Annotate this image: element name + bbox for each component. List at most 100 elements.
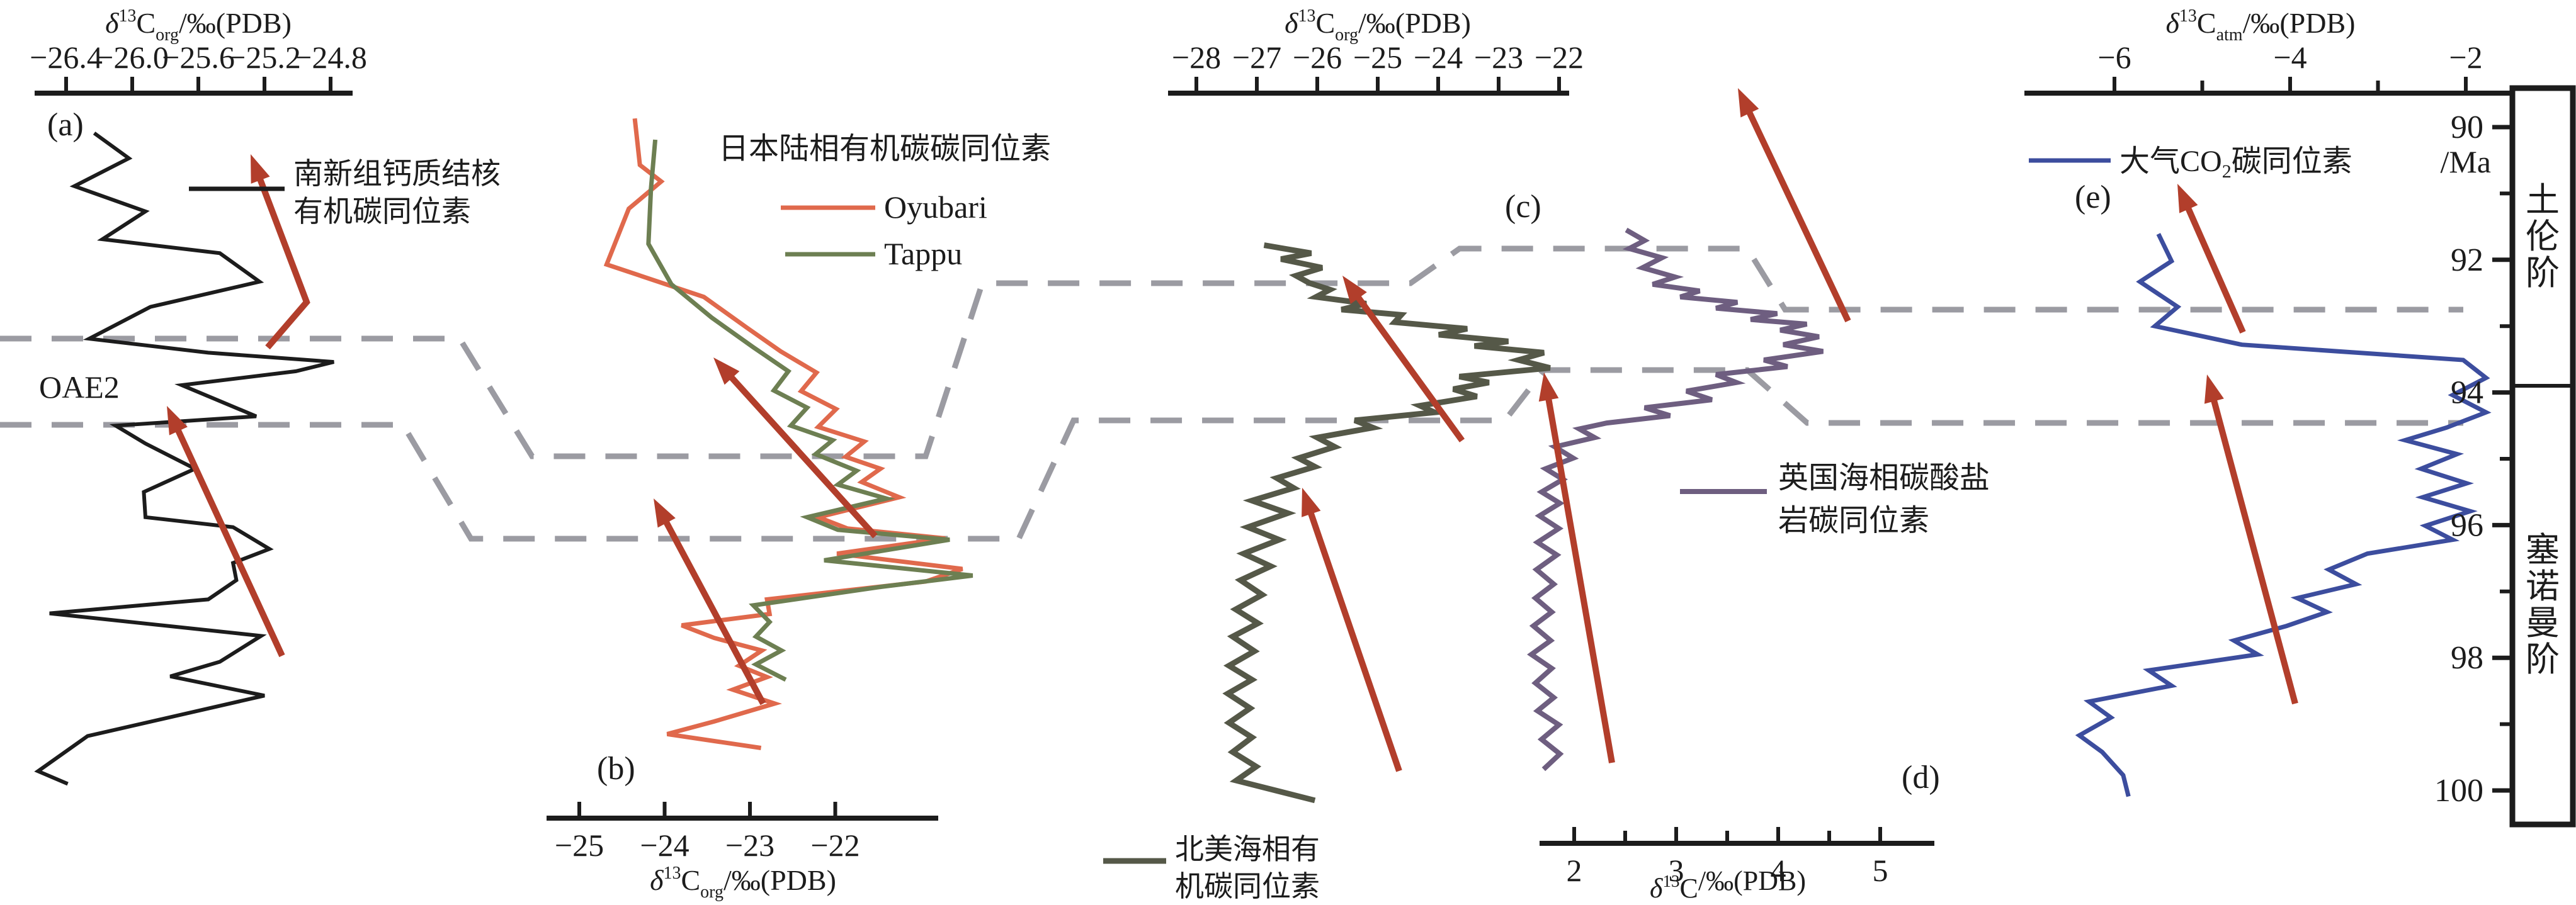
stage-label-0-char: 土 — [2526, 181, 2560, 219]
axis-title-d: δ13C/‰(PDB) — [1650, 865, 1806, 902]
element-sub: org — [700, 882, 723, 902]
trend-arrow-b-lower — [661, 517, 766, 705]
tick-label-b: −23 — [725, 828, 775, 863]
stage-label-0-char: 伦 — [2526, 218, 2560, 256]
trend-arrow-b-upper — [726, 372, 878, 539]
legend-d-line2: 岩碳同位素 — [1778, 504, 1929, 537]
element: C — [1679, 873, 1698, 902]
trend-arrow-head-a-lower — [167, 406, 188, 436]
legend-a-line1: 南新组钙质结核 — [293, 158, 501, 191]
timescale-unit-label: /Ma — [2440, 144, 2491, 179]
tick-label-b: −25 — [555, 828, 604, 863]
stage-label-1-char: 阶 — [2526, 641, 2560, 678]
trend-arrow-e-lower — [2210, 395, 2298, 705]
panel-letter-c: (c) — [1505, 189, 1541, 225]
tick-label-a: −26.0 — [96, 40, 169, 75]
series-atm — [2075, 233, 2492, 797]
tick-label-d: 4 — [1771, 853, 1786, 888]
tick-label-c: −26 — [1293, 40, 1342, 75]
axis-unit: /‰(PDB) — [1358, 7, 1471, 39]
element: C — [136, 7, 156, 39]
trend-arrow-head-b-lower — [654, 498, 676, 528]
axis-title-b: δ13Corg/‰(PDB) — [650, 863, 836, 902]
element-sub: org — [156, 25, 179, 45]
delta-glyph: δ — [1650, 873, 1664, 902]
axis-title-a: δ13Corg/‰(PDB) — [105, 6, 292, 45]
delta-glyph: δ — [105, 7, 119, 39]
trend-arrow-a-upper — [256, 174, 310, 350]
panel-letter-a: (a) — [47, 107, 84, 143]
isotope-sup: 13 — [1662, 872, 1679, 891]
tick-label-a: −25.2 — [228, 40, 301, 75]
trend-arrow-head-e-lower — [2204, 374, 2224, 404]
isotope-sup: 13 — [2179, 6, 2197, 26]
trend-arrow-head-b-upper — [713, 357, 740, 385]
trend-arrow-head-a-upper — [251, 154, 270, 184]
tick-label-c: −23 — [1474, 40, 1523, 75]
isotope-sup: 13 — [663, 863, 681, 883]
tick-label-a: −25.6 — [162, 40, 235, 75]
series-tappu — [646, 139, 973, 682]
trend-arrow-e-upper — [2183, 203, 2246, 334]
generated-layer: −26.4−26.0−25.6−25.2−24.8−25 −24 −23 −22−28… — [0, 40, 2576, 888]
tick-label-c: −24 — [1414, 40, 1463, 75]
axis-unit: /‰(PDB) — [2243, 7, 2356, 39]
axis-unit: /‰(PDB) — [723, 864, 836, 896]
tick-label-c: −25 — [1353, 40, 1402, 75]
legend-b-tappu: Tappu — [884, 236, 962, 271]
panel-letter-e: (e) — [2075, 179, 2111, 215]
tick-label-a: −26.4 — [30, 40, 103, 75]
tick-label-b: −24 — [640, 828, 689, 863]
element-sub: atm — [2216, 25, 2243, 45]
delta-glyph: δ — [1285, 7, 1298, 39]
trend-arrow-d-top — [1744, 107, 1851, 323]
trend-arrow-head-d-main — [1538, 373, 1559, 402]
trend-arrow-head-e-upper — [2177, 184, 2198, 213]
trend-arrow-c-lower — [1306, 508, 1402, 772]
tick-label-a: −24.8 — [294, 40, 367, 75]
tick-label-c: −22 — [1535, 40, 1584, 75]
stage-label-1-char: 曼 — [2526, 604, 2560, 642]
tick-label-e: −4 — [2273, 40, 2306, 75]
element: C — [681, 864, 700, 896]
label-layer: δ13Corg/‰(PDB) (a) 南新组钙质结核 有机碳同位素 OAE2 δ… — [39, 6, 2491, 904]
delta-glyph: δ — [2166, 7, 2180, 39]
trend-arrow-head-c-lower — [1302, 488, 1321, 517]
legend-a-line2: 有机碳同位素 — [293, 196, 471, 228]
tick-label-d: 3 — [1669, 853, 1684, 888]
legend-b-oyubari: Oyubari — [884, 189, 987, 225]
tick-label-e: −6 — [2097, 40, 2131, 75]
legend-c-line2: 机碳同位素 — [1175, 870, 1320, 902]
legend-e-sub: 2 — [2222, 161, 2232, 182]
trend-arrow-d-main — [1545, 394, 1615, 763]
axis-title-c: δ13Corg/‰(PDB) — [1285, 6, 1471, 45]
stage-label-0-char: 阶 — [2526, 254, 2560, 292]
time-tick-label: 100 — [2434, 773, 2483, 809]
element: C — [1315, 7, 1335, 39]
stage-label-1-char: 诺 — [2526, 568, 2560, 605]
tick-label-c: −28 — [1172, 40, 1221, 75]
panel-letter-d: (d) — [1902, 760, 1940, 795]
tick-label-e: −2 — [2449, 40, 2482, 75]
axis-unit: /‰(PDB) — [179, 7, 292, 39]
time-tick-label: 92 — [2451, 242, 2483, 278]
stage-label-1-char: 塞 — [2526, 531, 2560, 569]
delta-glyph: δ — [650, 864, 664, 896]
legend-e-pre: 大气CO — [2119, 145, 2222, 178]
legend-c-line1: 北美海相有 — [1175, 833, 1320, 865]
trend-arrow-a-lower — [173, 425, 285, 658]
legend-e-post: 碳同位素 — [2232, 145, 2352, 178]
time-tick-label: 98 — [2451, 640, 2483, 676]
series-namerica — [1222, 242, 1551, 804]
time-tick-label: 96 — [2451, 507, 2483, 543]
series-nanxin — [34, 132, 334, 786]
trend-arrow-head-d-top — [1738, 88, 1759, 118]
legend-d-line1: 英国海相碳酸盐 — [1778, 461, 1990, 495]
stage-box — [2509, 85, 2576, 828]
trend-arrow-c-upper — [1353, 292, 1465, 442]
oae2-label: OAE2 — [39, 369, 120, 405]
axis-unit: /‰(PDB) — [1698, 865, 1806, 896]
tick-label-c: −27 — [1232, 40, 1281, 75]
series-uk — [1527, 227, 1824, 772]
